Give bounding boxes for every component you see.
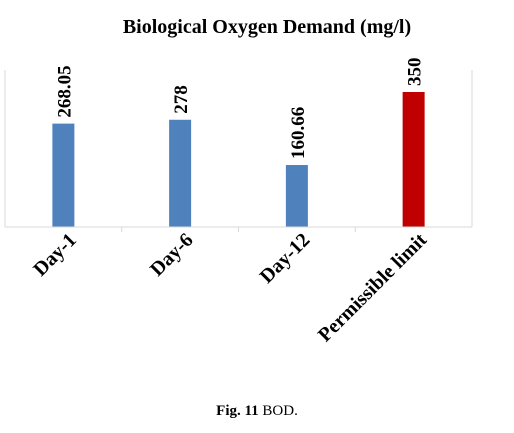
figure-caption: Fig. 11 BOD. (0, 403, 514, 420)
x-tick-label-day-12: Day-12 (256, 229, 315, 288)
chart-title: Biological Oxygen Demand (mg/l) (123, 16, 411, 38)
data-label-permissible-limit: 350 (405, 58, 426, 87)
figure-caption-text: BOD. (262, 403, 298, 419)
bod-bar-chart: Biological Oxygen Demand (mg/l) 268.05 Da… (4, 16, 473, 347)
data-label-day-12: 160.66 (288, 107, 309, 159)
bar-day-1 (52, 123, 75, 227)
data-label-day-6: 278 (171, 85, 192, 114)
x-tick-label-day-6: Day-6 (146, 229, 198, 281)
bar-day-12 (285, 165, 308, 227)
x-tick-label-permissible-limit: Permissible limit (314, 229, 432, 347)
x-tick-label-day-1: Day-1 (29, 229, 81, 281)
figure-caption-label: Fig. 11 (216, 403, 259, 419)
bar-day-6 (169, 119, 192, 227)
bar-permissible-limit (402, 92, 425, 227)
plot-area: 268.05 Day-1 278 Day-6 160.66 Day-12 350 Permis… (4, 58, 473, 347)
data-label-day-1: 268.05 (54, 65, 75, 117)
